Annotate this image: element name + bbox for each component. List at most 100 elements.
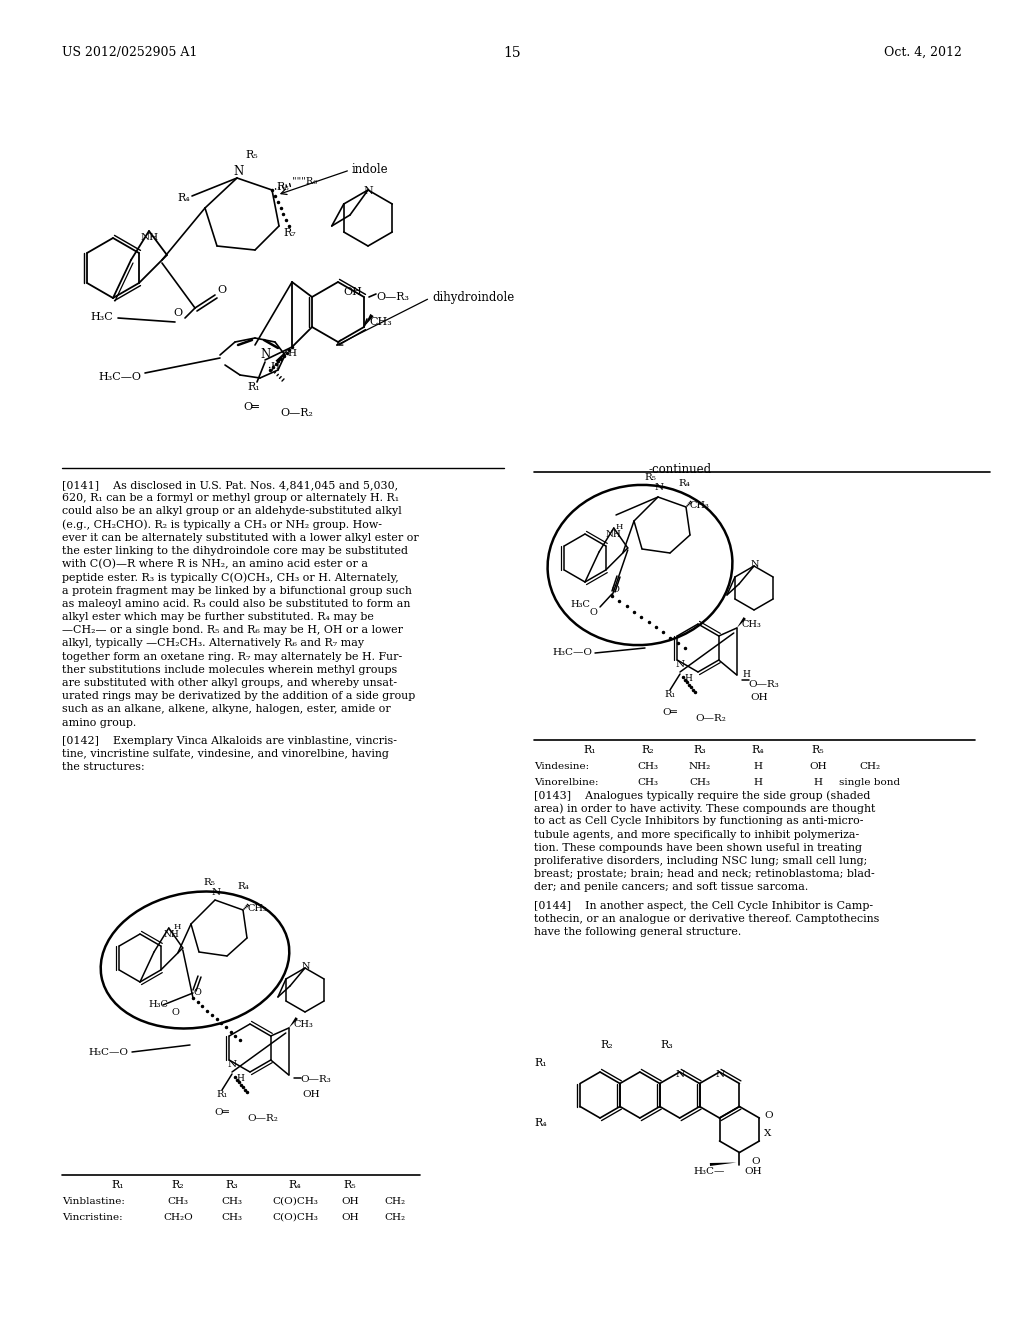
Text: R₇: R₇ bbox=[283, 228, 296, 238]
Text: H: H bbox=[742, 671, 751, 678]
Text: C(O)CH₃: C(O)CH₃ bbox=[272, 1197, 317, 1206]
Text: R₁: R₁ bbox=[112, 1180, 124, 1191]
Text: R₄: R₄ bbox=[289, 1180, 301, 1191]
Text: Vinorelbine:: Vinorelbine: bbox=[534, 777, 598, 787]
Text: H₃C—O: H₃C—O bbox=[552, 648, 592, 657]
Polygon shape bbox=[737, 616, 745, 628]
Text: (e.g., CH₂CHO). R₂ is typically a CH₃ or NH₂ group. How-: (e.g., CH₂CHO). R₂ is typically a CH₃ or… bbox=[62, 520, 382, 531]
Text: O—R₃: O—R₃ bbox=[301, 1074, 332, 1084]
Text: indole: indole bbox=[352, 162, 389, 176]
Text: Oct. 4, 2012: Oct. 4, 2012 bbox=[884, 46, 962, 59]
Text: O═: O═ bbox=[214, 1107, 229, 1117]
Text: O—R₃: O—R₃ bbox=[376, 292, 409, 302]
Text: such as an alkane, alkene, alkyne, halogen, ester, amide or: such as an alkane, alkene, alkyne, halog… bbox=[62, 705, 391, 714]
Text: N: N bbox=[362, 186, 373, 195]
Text: C(O)CH₃: C(O)CH₃ bbox=[272, 1213, 317, 1222]
Text: dihydroindole: dihydroindole bbox=[432, 290, 514, 304]
Text: R₄: R₄ bbox=[534, 1118, 547, 1129]
Text: R₅: R₅ bbox=[644, 473, 656, 482]
Text: R₃: R₃ bbox=[225, 1180, 239, 1191]
Text: N: N bbox=[233, 165, 244, 178]
Text: -continued: -continued bbox=[648, 463, 712, 477]
Text: CH₃: CH₃ bbox=[638, 762, 658, 771]
Text: N: N bbox=[676, 660, 685, 669]
Text: H₃C: H₃C bbox=[148, 1001, 168, 1008]
Text: CH₃: CH₃ bbox=[741, 620, 762, 630]
Text: R₄: R₄ bbox=[678, 479, 690, 488]
Text: H₃C—O: H₃C—O bbox=[98, 372, 141, 381]
Text: H: H bbox=[684, 675, 692, 682]
Text: R₃: R₃ bbox=[693, 744, 707, 755]
Text: CH₃: CH₃ bbox=[638, 777, 658, 787]
Text: OH: OH bbox=[751, 693, 768, 702]
Text: OH: OH bbox=[744, 1167, 762, 1176]
Text: as maleoyl amino acid. R₃ could also be substituted to form an: as maleoyl amino acid. R₃ could also be … bbox=[62, 599, 411, 609]
Text: R₁: R₁ bbox=[534, 1059, 547, 1068]
Text: area) in order to have activity. These compounds are thought: area) in order to have activity. These c… bbox=[534, 803, 876, 813]
Text: CH₂: CH₂ bbox=[384, 1197, 406, 1206]
Text: N: N bbox=[655, 483, 665, 492]
Text: H: H bbox=[270, 362, 279, 371]
Text: CH₃: CH₃ bbox=[168, 1197, 188, 1206]
Text: H₃C: H₃C bbox=[570, 601, 590, 609]
Text: OH: OH bbox=[341, 1197, 358, 1206]
Text: R₃: R₃ bbox=[660, 1040, 673, 1049]
Text: der; and penile cancers; and soft tissue sarcoma.: der; and penile cancers; and soft tissue… bbox=[534, 882, 808, 892]
Text: H: H bbox=[236, 1074, 244, 1082]
Text: N: N bbox=[212, 888, 221, 898]
Text: the ester linking to the dihydroindole core may be substituted: the ester linking to the dihydroindole c… bbox=[62, 546, 408, 556]
Text: H: H bbox=[174, 923, 181, 931]
Text: X: X bbox=[765, 1130, 772, 1138]
Text: tion. These compounds have been shown useful in treating: tion. These compounds have been shown us… bbox=[534, 842, 862, 853]
Text: R₄: R₄ bbox=[752, 744, 764, 755]
Text: CH₃: CH₃ bbox=[221, 1197, 243, 1206]
Text: O: O bbox=[171, 1008, 179, 1016]
Text: US 2012/0252905 A1: US 2012/0252905 A1 bbox=[62, 46, 198, 59]
Text: R₁: R₁ bbox=[584, 744, 596, 755]
Text: CH₃: CH₃ bbox=[294, 1020, 313, 1030]
Text: R₅: R₅ bbox=[344, 1180, 356, 1191]
Text: H: H bbox=[813, 777, 822, 787]
Text: R₆: R₆ bbox=[276, 182, 289, 191]
Polygon shape bbox=[364, 314, 374, 327]
Text: alkyl, typically —CH₂CH₃. Alternatively R₆ and R₇ may: alkyl, typically —CH₂CH₃. Alternatively … bbox=[62, 639, 365, 648]
Text: O: O bbox=[194, 987, 202, 997]
Text: O: O bbox=[590, 609, 598, 616]
Text: NH: NH bbox=[606, 531, 622, 539]
Text: [0142]    Exemplary Vinca Alkaloids are vinblastine, vincris-: [0142] Exemplary Vinca Alkaloids are vin… bbox=[62, 735, 397, 746]
Text: tubule agents, and more specifically to inhibit polymeriza-: tubule agents, and more specifically to … bbox=[534, 829, 859, 840]
Text: R₁: R₁ bbox=[247, 381, 260, 392]
Text: H₃C: H₃C bbox=[90, 312, 113, 322]
Text: H₃C—: H₃C— bbox=[693, 1167, 725, 1176]
Text: urated rings may be derivatized by the addition of a side group: urated rings may be derivatized by the a… bbox=[62, 692, 416, 701]
Text: Vindesine:: Vindesine: bbox=[534, 762, 589, 771]
Text: have the following general structure.: have the following general structure. bbox=[534, 927, 741, 937]
Text: O: O bbox=[217, 285, 226, 294]
Text: peptide ester. R₃ is typically C(O)CH₃, CH₃ or H. Alternately,: peptide ester. R₃ is typically C(O)CH₃, … bbox=[62, 573, 398, 583]
Text: CH₂: CH₂ bbox=[384, 1213, 406, 1222]
Text: O═: O═ bbox=[662, 708, 677, 717]
Text: N: N bbox=[260, 348, 270, 360]
Text: R₅: R₅ bbox=[812, 744, 824, 755]
Text: CH₂: CH₂ bbox=[859, 762, 881, 771]
Text: tine, vincristine sulfate, vindesine, and vinorelbine, having: tine, vincristine sulfate, vindesine, an… bbox=[62, 748, 389, 759]
Text: O—R₂: O—R₂ bbox=[280, 408, 313, 418]
Text: N: N bbox=[716, 1071, 725, 1078]
Text: to act as Cell Cycle Inhibitors by functioning as anti-micro-: to act as Cell Cycle Inhibitors by funct… bbox=[534, 816, 863, 826]
Text: NH₂: NH₂ bbox=[689, 762, 711, 771]
Text: [0141]    As disclosed in U.S. Pat. Nos. 4,841,045 and 5,030,: [0141] As disclosed in U.S. Pat. Nos. 4,… bbox=[62, 480, 398, 490]
Text: could also be an alkyl group or an aldehyde-substituted alkyl: could also be an alkyl group or an aldeh… bbox=[62, 507, 401, 516]
Text: H: H bbox=[754, 762, 763, 771]
Text: breast; prostate; brain; head and neck; retinoblastoma; blad-: breast; prostate; brain; head and neck; … bbox=[534, 869, 874, 879]
Text: together form an oxetane ring. R₇ may alternately be H. Fur-: together form an oxetane ring. R₇ may al… bbox=[62, 652, 402, 661]
Text: [0143]    Analogues typically require the side group (shaded: [0143] Analogues typically require the s… bbox=[534, 789, 870, 800]
Text: R₁: R₁ bbox=[216, 1090, 227, 1100]
Text: O—R₂: O—R₂ bbox=[695, 714, 726, 723]
Text: proliferative disorders, including NSC lung; small cell lung;: proliferative disorders, including NSC l… bbox=[534, 855, 867, 866]
Text: CH₃: CH₃ bbox=[689, 777, 711, 787]
Text: O: O bbox=[612, 585, 620, 594]
Text: H: H bbox=[615, 523, 624, 531]
Polygon shape bbox=[710, 1163, 736, 1166]
Text: with C(O)—R where R is NH₂, an amino acid ester or a: with C(O)—R where R is NH₂, an amino aci… bbox=[62, 560, 368, 569]
Text: R₂: R₂ bbox=[600, 1040, 612, 1049]
